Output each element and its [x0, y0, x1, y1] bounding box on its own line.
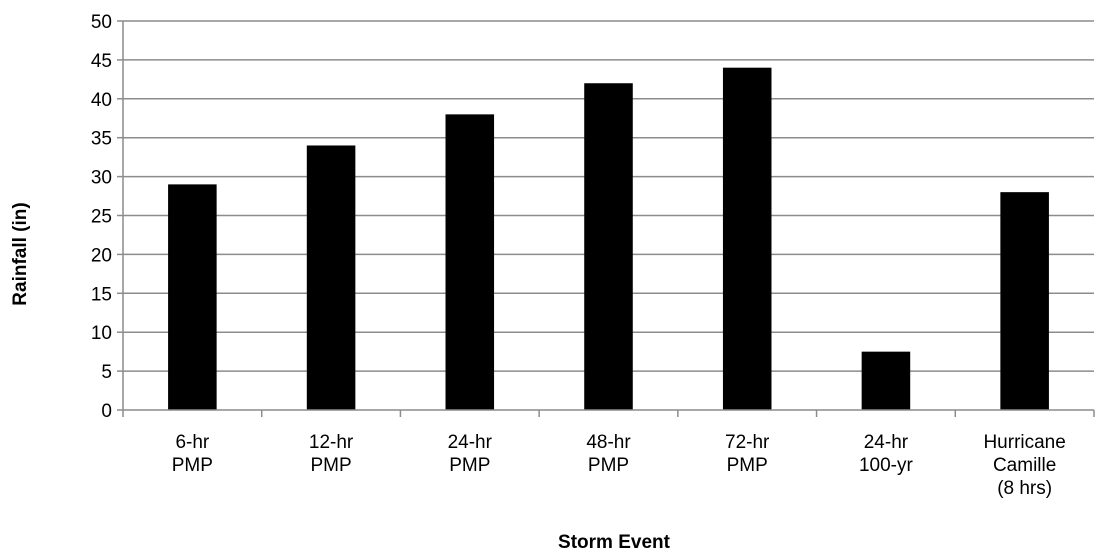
- bars: [168, 67, 1049, 411]
- bar: [722, 67, 772, 411]
- y-tick-labels: 0 5 10 15 20 25 30 35 40 45 50: [91, 12, 112, 422]
- axes: [117, 20, 1095, 417]
- x-tick-label: 72-hr PMP: [725, 432, 770, 476]
- bar: [168, 184, 217, 410]
- y-tick-label: 0: [101, 401, 112, 422]
- x-tick-label: 48-hr PMP: [586, 432, 631, 476]
- y-tick-label: 5: [101, 362, 112, 383]
- bar: [861, 351, 911, 410]
- y-tick-label: 15: [91, 284, 112, 305]
- y-tick-label: 45: [91, 51, 112, 72]
- x-tick-label: Hurricane Camille (8 hrs): [983, 432, 1065, 499]
- y-tick-label: 20: [91, 245, 112, 266]
- bar: [306, 145, 356, 411]
- y-tick-label: 35: [91, 129, 112, 150]
- y-tick-label: 25: [91, 207, 112, 228]
- y-tick-label: 50: [91, 12, 112, 33]
- bar: [584, 83, 633, 411]
- x-tick-labels: 6-hr PMP 12-hr PMP 24-hr PMP 48-hr PMP 72-hr PMP 2…: [172, 432, 1066, 499]
- x-tick-label: 24-hr PMP: [448, 432, 493, 476]
- bar: [1000, 192, 1049, 410]
- x-tick-label: 24-hr 100-yr: [859, 432, 914, 476]
- y-tick-label: 40: [91, 90, 112, 111]
- y-tick-label: 30: [91, 168, 112, 189]
- y-axis-title: Rainfall (in): [10, 202, 31, 305]
- x-tick-label: 12-hr PMP: [309, 432, 354, 476]
- bar: [445, 114, 495, 411]
- x-axis-title: Storm Event: [558, 532, 671, 553]
- x-tick-label: 6-hr PMP: [172, 432, 213, 476]
- y-tick-label: 10: [91, 323, 112, 344]
